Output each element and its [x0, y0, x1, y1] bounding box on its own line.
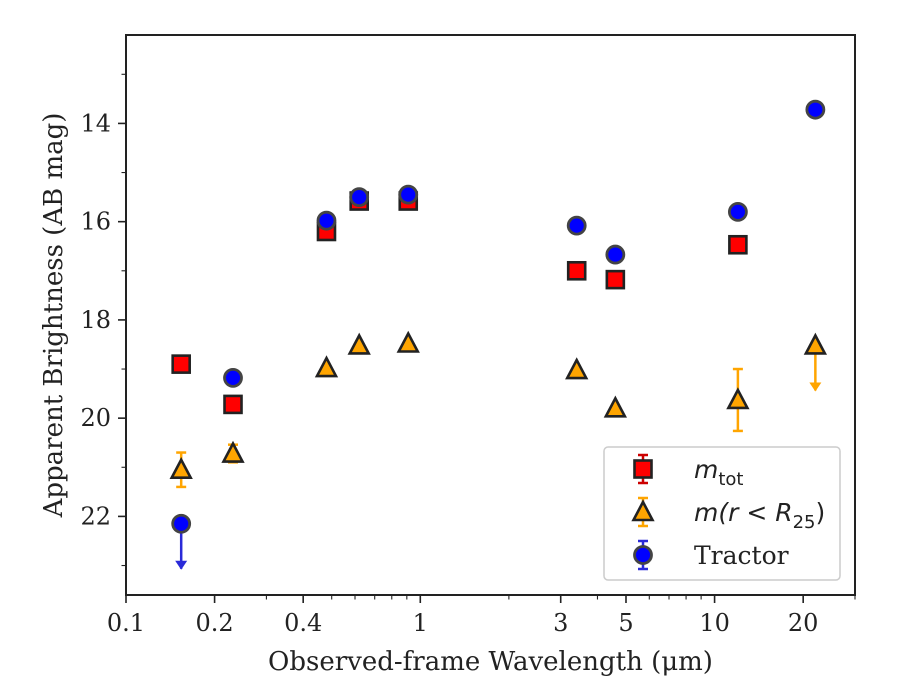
- circle-marker: [727, 201, 748, 222]
- x-tick-label: 1: [413, 609, 428, 637]
- triangle-marker: [803, 332, 828, 355]
- y-tick-label: 22: [80, 502, 111, 530]
- legend-circle-marker: [633, 545, 653, 565]
- circle-point: [398, 184, 419, 205]
- upper-limit-arrowhead: [809, 382, 822, 392]
- circle-marker: [316, 210, 337, 231]
- triangle-point: [396, 330, 420, 353]
- square-marker: [223, 394, 243, 415]
- circle-point: [349, 187, 370, 208]
- legend-item-0: mtot: [633, 453, 744, 490]
- plot-frame: [125, 34, 856, 596]
- y-axis-label: Apparent Brightness (AB mag): [39, 113, 69, 519]
- triangle-marker: [726, 387, 750, 410]
- series-0: [171, 191, 748, 415]
- triangle-point: [221, 440, 245, 464]
- legend-item-1: m(r < R25): [631, 496, 825, 533]
- triangle-point: [803, 332, 828, 392]
- square-point: [605, 269, 626, 290]
- x-axis-label: Observed-frame Wavelength (μm): [268, 647, 713, 677]
- legend-box: [603, 446, 841, 581]
- circle-point: [605, 244, 626, 265]
- y-tick-label: 20: [80, 404, 111, 432]
- square-marker: [605, 269, 626, 290]
- series-2: [171, 99, 826, 570]
- legend-square-marker: [633, 459, 653, 479]
- square-point: [223, 394, 243, 415]
- triangle-point: [169, 451, 193, 489]
- x-tick-label: 20: [788, 609, 819, 637]
- square-marker: [171, 354, 191, 374]
- legend-label: Tractor: [694, 541, 789, 570]
- square-marker: [566, 260, 587, 281]
- triangle-point: [347, 332, 371, 355]
- axes: 0.1 0.2 0.4 1 3 5 10 20 14 16 18 20 22 Observed-frame…: [39, 34, 856, 677]
- triangle-marker: [314, 355, 339, 378]
- square-point: [171, 354, 191, 374]
- legend-triangle-marker: [631, 499, 655, 522]
- circle-point: [727, 201, 748, 222]
- x-tick-label: 0.1: [107, 609, 145, 637]
- circle-point: [805, 99, 826, 120]
- triangle-marker: [565, 357, 589, 380]
- upper-limit-arrowhead: [175, 560, 188, 570]
- y-tick-label: 16: [80, 208, 111, 236]
- x-tick-label: 0.2: [196, 609, 234, 637]
- triangle-marker: [347, 332, 371, 355]
- triangle-marker: [221, 440, 245, 463]
- circle-point: [171, 513, 192, 570]
- circle-marker: [349, 187, 370, 208]
- circle-marker: [605, 244, 626, 265]
- circle-marker: [398, 184, 419, 205]
- legend-label: m(r < R25): [694, 498, 825, 533]
- circle-marker: [805, 99, 826, 120]
- circle-marker: [223, 367, 243, 388]
- circle-marker: [171, 513, 192, 534]
- square-point: [566, 260, 587, 281]
- triangle-point: [314, 355, 339, 378]
- x-tick-label: 0.4: [284, 609, 322, 637]
- triangle-marker: [603, 395, 627, 418]
- square-point: [728, 234, 748, 255]
- circle-point: [566, 215, 587, 236]
- circle-point: [316, 210, 337, 231]
- triangle-marker: [396, 330, 420, 353]
- legend: mtot m(r < R25) Tractor: [603, 446, 841, 581]
- triangle-point: [726, 367, 750, 433]
- y-tick-label: 14: [80, 109, 111, 137]
- triangle-marker: [169, 456, 193, 480]
- x-tick-label: 10: [699, 609, 730, 637]
- x-tick-label: 3: [553, 609, 568, 637]
- circle-point: [223, 367, 243, 388]
- triangle-point: [603, 395, 627, 418]
- series-1: [169, 330, 828, 489]
- data-marks: [169, 99, 828, 570]
- triangle-point: [565, 357, 589, 380]
- x-tick-label: 5: [618, 609, 633, 637]
- circle-marker: [566, 215, 587, 236]
- y-tick-label: 18: [80, 306, 111, 334]
- legend-item-2: Tractor: [633, 539, 789, 571]
- square-marker: [728, 234, 748, 255]
- legend-label: mtot: [694, 455, 744, 490]
